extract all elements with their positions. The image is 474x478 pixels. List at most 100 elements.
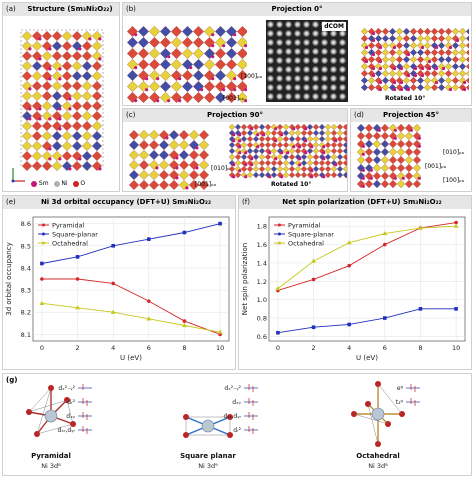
- polyhedron-shape: [404, 163, 414, 173]
- polyhedron-shape: [61, 60, 73, 72]
- polyhedron-shape: [160, 37, 171, 48]
- polyhedron-shape: [264, 165, 272, 173]
- polyhedron-shape: [229, 141, 236, 149]
- polyhedron-shape: [336, 153, 344, 161]
- sm-atom: [134, 99, 138, 103]
- y-tick-label: 1.2: [257, 278, 267, 286]
- polyhedron-shape: [51, 30, 63, 42]
- polyhedron-shape: [158, 159, 170, 171]
- polyhedron-shape: [246, 129, 254, 137]
- polyhedron-shape: [237, 59, 247, 70]
- polyhedron-shape: [416, 76, 425, 85]
- polyhedron-shape: [198, 139, 210, 151]
- sm-atom: [48, 147, 52, 151]
- polyhedron-shape: [409, 76, 418, 85]
- polyhedron-shape: [388, 48, 397, 57]
- polyhedron-shape: [41, 120, 53, 132]
- polyhedron-shape: [306, 124, 314, 131]
- polyhedron-shape: [270, 129, 278, 137]
- sm-atom: [434, 45, 439, 50]
- polyhedron-shape: [367, 55, 376, 64]
- polyhedron-shape: [61, 130, 73, 142]
- polyhedron-shape: [178, 129, 190, 141]
- orbital-level-label: dᵣ²: [67, 399, 75, 406]
- polyhedron-shape: [91, 150, 103, 162]
- data-point: [311, 325, 316, 330]
- polyhedron-shape: [444, 76, 453, 85]
- polyhedron-shape: [148, 159, 160, 171]
- sm-atom: [38, 37, 42, 41]
- polyhedron-shape: [318, 153, 326, 161]
- polyhedron-shape: [138, 48, 149, 59]
- polyhedron-shape: [264, 147, 272, 155]
- sm-atom: [244, 175, 248, 179]
- y-tick-label: 8.3: [21, 287, 31, 295]
- polyhedron-shape: [404, 171, 414, 181]
- sm-atom: [262, 133, 266, 137]
- x-tick-label: 0: [276, 344, 280, 352]
- data-point: [383, 242, 387, 247]
- sm-atom: [455, 38, 460, 43]
- polyhedron-shape: [198, 129, 210, 141]
- polyhedron-shape: [160, 70, 171, 81]
- sm-atom: [175, 166, 179, 170]
- panel-e-header: (e) Ni 3d orbital occupancy (DFT+U) Sm₃N…: [3, 196, 235, 209]
- sm-atom: [38, 117, 42, 121]
- polyhedron-shape: [336, 171, 344, 179]
- polyhedron-shape: [330, 153, 338, 161]
- legend-label: Pyramidal: [288, 221, 321, 229]
- electron-config: Ni 3d⁸: [368, 462, 388, 470]
- polyhedron-shape: [128, 179, 140, 190]
- polyhedron-shape: [128, 159, 140, 171]
- polyhedron-shape: [395, 34, 404, 43]
- sm-atom: [322, 145, 326, 149]
- polyhedron-shape: [380, 171, 390, 181]
- polyhedron-shape: [374, 69, 383, 78]
- polyhedron-shape: [21, 50, 33, 62]
- polyhedron-shape: [51, 100, 63, 112]
- polyhedron-shape: [294, 124, 302, 131]
- polyhedron-shape: [41, 60, 53, 72]
- polyhedron-shape: [324, 135, 332, 143]
- polyhedron-shape: [81, 110, 93, 122]
- sm-atom: [155, 166, 159, 170]
- polyhedron-shape: [91, 120, 103, 132]
- polyhedron-shape: [437, 69, 446, 78]
- sm-atom: [371, 66, 376, 71]
- polyhedron-shape: [357, 131, 366, 141]
- polyhedron-shape: [215, 26, 226, 37]
- polyhedron-shape: [158, 169, 170, 181]
- polyhedron-shape: [381, 27, 390, 36]
- data-point: [275, 286, 281, 291]
- polyhedron-shape: [318, 141, 326, 149]
- data-point: [347, 263, 351, 268]
- polyhedron-shape: [158, 179, 170, 190]
- polyhedron-shape: [51, 70, 63, 82]
- polyhedron-shape: [258, 165, 266, 173]
- geometry-name: Square planar: [180, 452, 236, 460]
- polyhedron-shape: [465, 49, 469, 56]
- polyhedron-shape: [264, 159, 272, 167]
- polyhedron-shape: [264, 129, 272, 137]
- polyhedron-shape: [444, 48, 453, 57]
- polyhedron-shape: [160, 26, 171, 37]
- sm-atom: [378, 80, 383, 85]
- sm-atom: [310, 169, 314, 173]
- polyhedron-shape: [81, 150, 93, 162]
- polyhedron-shape: [168, 159, 180, 171]
- polyhedron-shape: [372, 163, 382, 173]
- data-point: [217, 329, 223, 334]
- polyhedron-shape: [318, 135, 326, 143]
- sm-atom: [256, 145, 260, 149]
- polyhedron-shape: [51, 140, 63, 152]
- polyhedron-shape: [364, 131, 374, 141]
- polyhedron-shape: [229, 129, 236, 137]
- polyhedron-shape: [402, 55, 411, 64]
- polyhedron-shape: [367, 41, 376, 50]
- sm-atom: [274, 139, 278, 143]
- polyhedron-shape: [318, 165, 326, 173]
- polyhedron-shape: [458, 62, 467, 71]
- sm-atom: [98, 37, 102, 41]
- polyhedron-shape: [252, 147, 260, 155]
- sm-atom: [322, 151, 326, 155]
